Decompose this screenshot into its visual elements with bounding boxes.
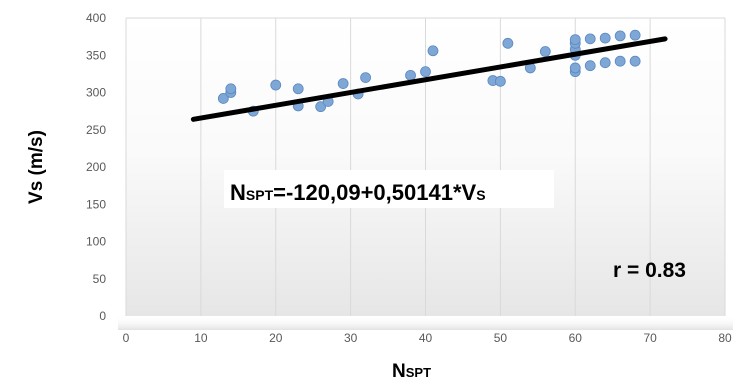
x-tick-label: 20: [269, 331, 283, 345]
y-axis-title: Vs (m/s): [26, 130, 47, 204]
x-axis-title: NSPT: [392, 361, 431, 382]
data-point: [225, 83, 237, 95]
data-point: [584, 33, 596, 45]
gridlines: [125, 17, 726, 316]
y-tick-label: 50: [93, 272, 107, 286]
data-point: [360, 72, 372, 83]
data-point: [569, 34, 581, 46]
y-tick-labels: 0 50 100 150 200 250 300 350 400: [86, 11, 106, 323]
x-tick-label: 60: [569, 331, 583, 345]
x-tick-label: 0: [123, 331, 130, 345]
data-point: [217, 93, 229, 104]
equation-label: NSPT=-120,09+0,50141*VS: [230, 180, 486, 205]
data-point: [569, 62, 581, 74]
data-point: [337, 78, 349, 89]
data-point: [494, 75, 506, 87]
x-tick-label: 80: [718, 331, 732, 345]
data-point: [539, 46, 551, 57]
x-axis-title-main: N: [392, 361, 406, 382]
equation-v-subscript: S: [476, 187, 485, 203]
y-tick-label: 250: [86, 123, 106, 137]
equation-body: =-120,09+0,50141*V: [273, 180, 476, 205]
data-point: [427, 45, 439, 57]
y-tick-label: 350: [86, 48, 106, 62]
x-tick-label: 40: [419, 331, 433, 345]
data-point: [502, 37, 514, 49]
data-point: [405, 69, 416, 81]
y-tick-label: 400: [86, 11, 106, 25]
data-point: [584, 60, 596, 72]
equation-n-subscript: SPT: [246, 187, 274, 203]
data-point: [315, 101, 327, 113]
trendline: [190, 36, 668, 122]
data-point: [599, 57, 611, 69]
y-tick-label: 150: [86, 197, 106, 211]
x-tick-label: 70: [643, 331, 657, 345]
y-tick-label: 0: [99, 309, 106, 323]
data-point: [270, 79, 282, 91]
equation-box: [224, 170, 554, 208]
x-tick-label: 50: [494, 331, 508, 345]
x-tick-labels: 0 10 20 30 40 50 60 70 80: [123, 331, 732, 345]
data-point: [614, 55, 626, 67]
y-tick-label: 300: [86, 86, 106, 100]
y-tick-label: 100: [86, 235, 106, 249]
data-point: [420, 66, 431, 78]
data-point: [629, 29, 641, 41]
plot-shadow: [118, 316, 733, 330]
x-tick-label: 30: [344, 331, 358, 345]
data-point: [614, 30, 626, 42]
r-value-label: r = 0.83: [613, 259, 686, 282]
data-point: [629, 55, 641, 67]
y-tick-label: 200: [86, 160, 106, 174]
equation-n: N: [230, 180, 246, 205]
x-tick-label: 10: [194, 331, 208, 345]
x-axis-title-sub: SPT: [406, 365, 431, 380]
data-point: [292, 83, 304, 95]
data-point: [599, 32, 611, 44]
